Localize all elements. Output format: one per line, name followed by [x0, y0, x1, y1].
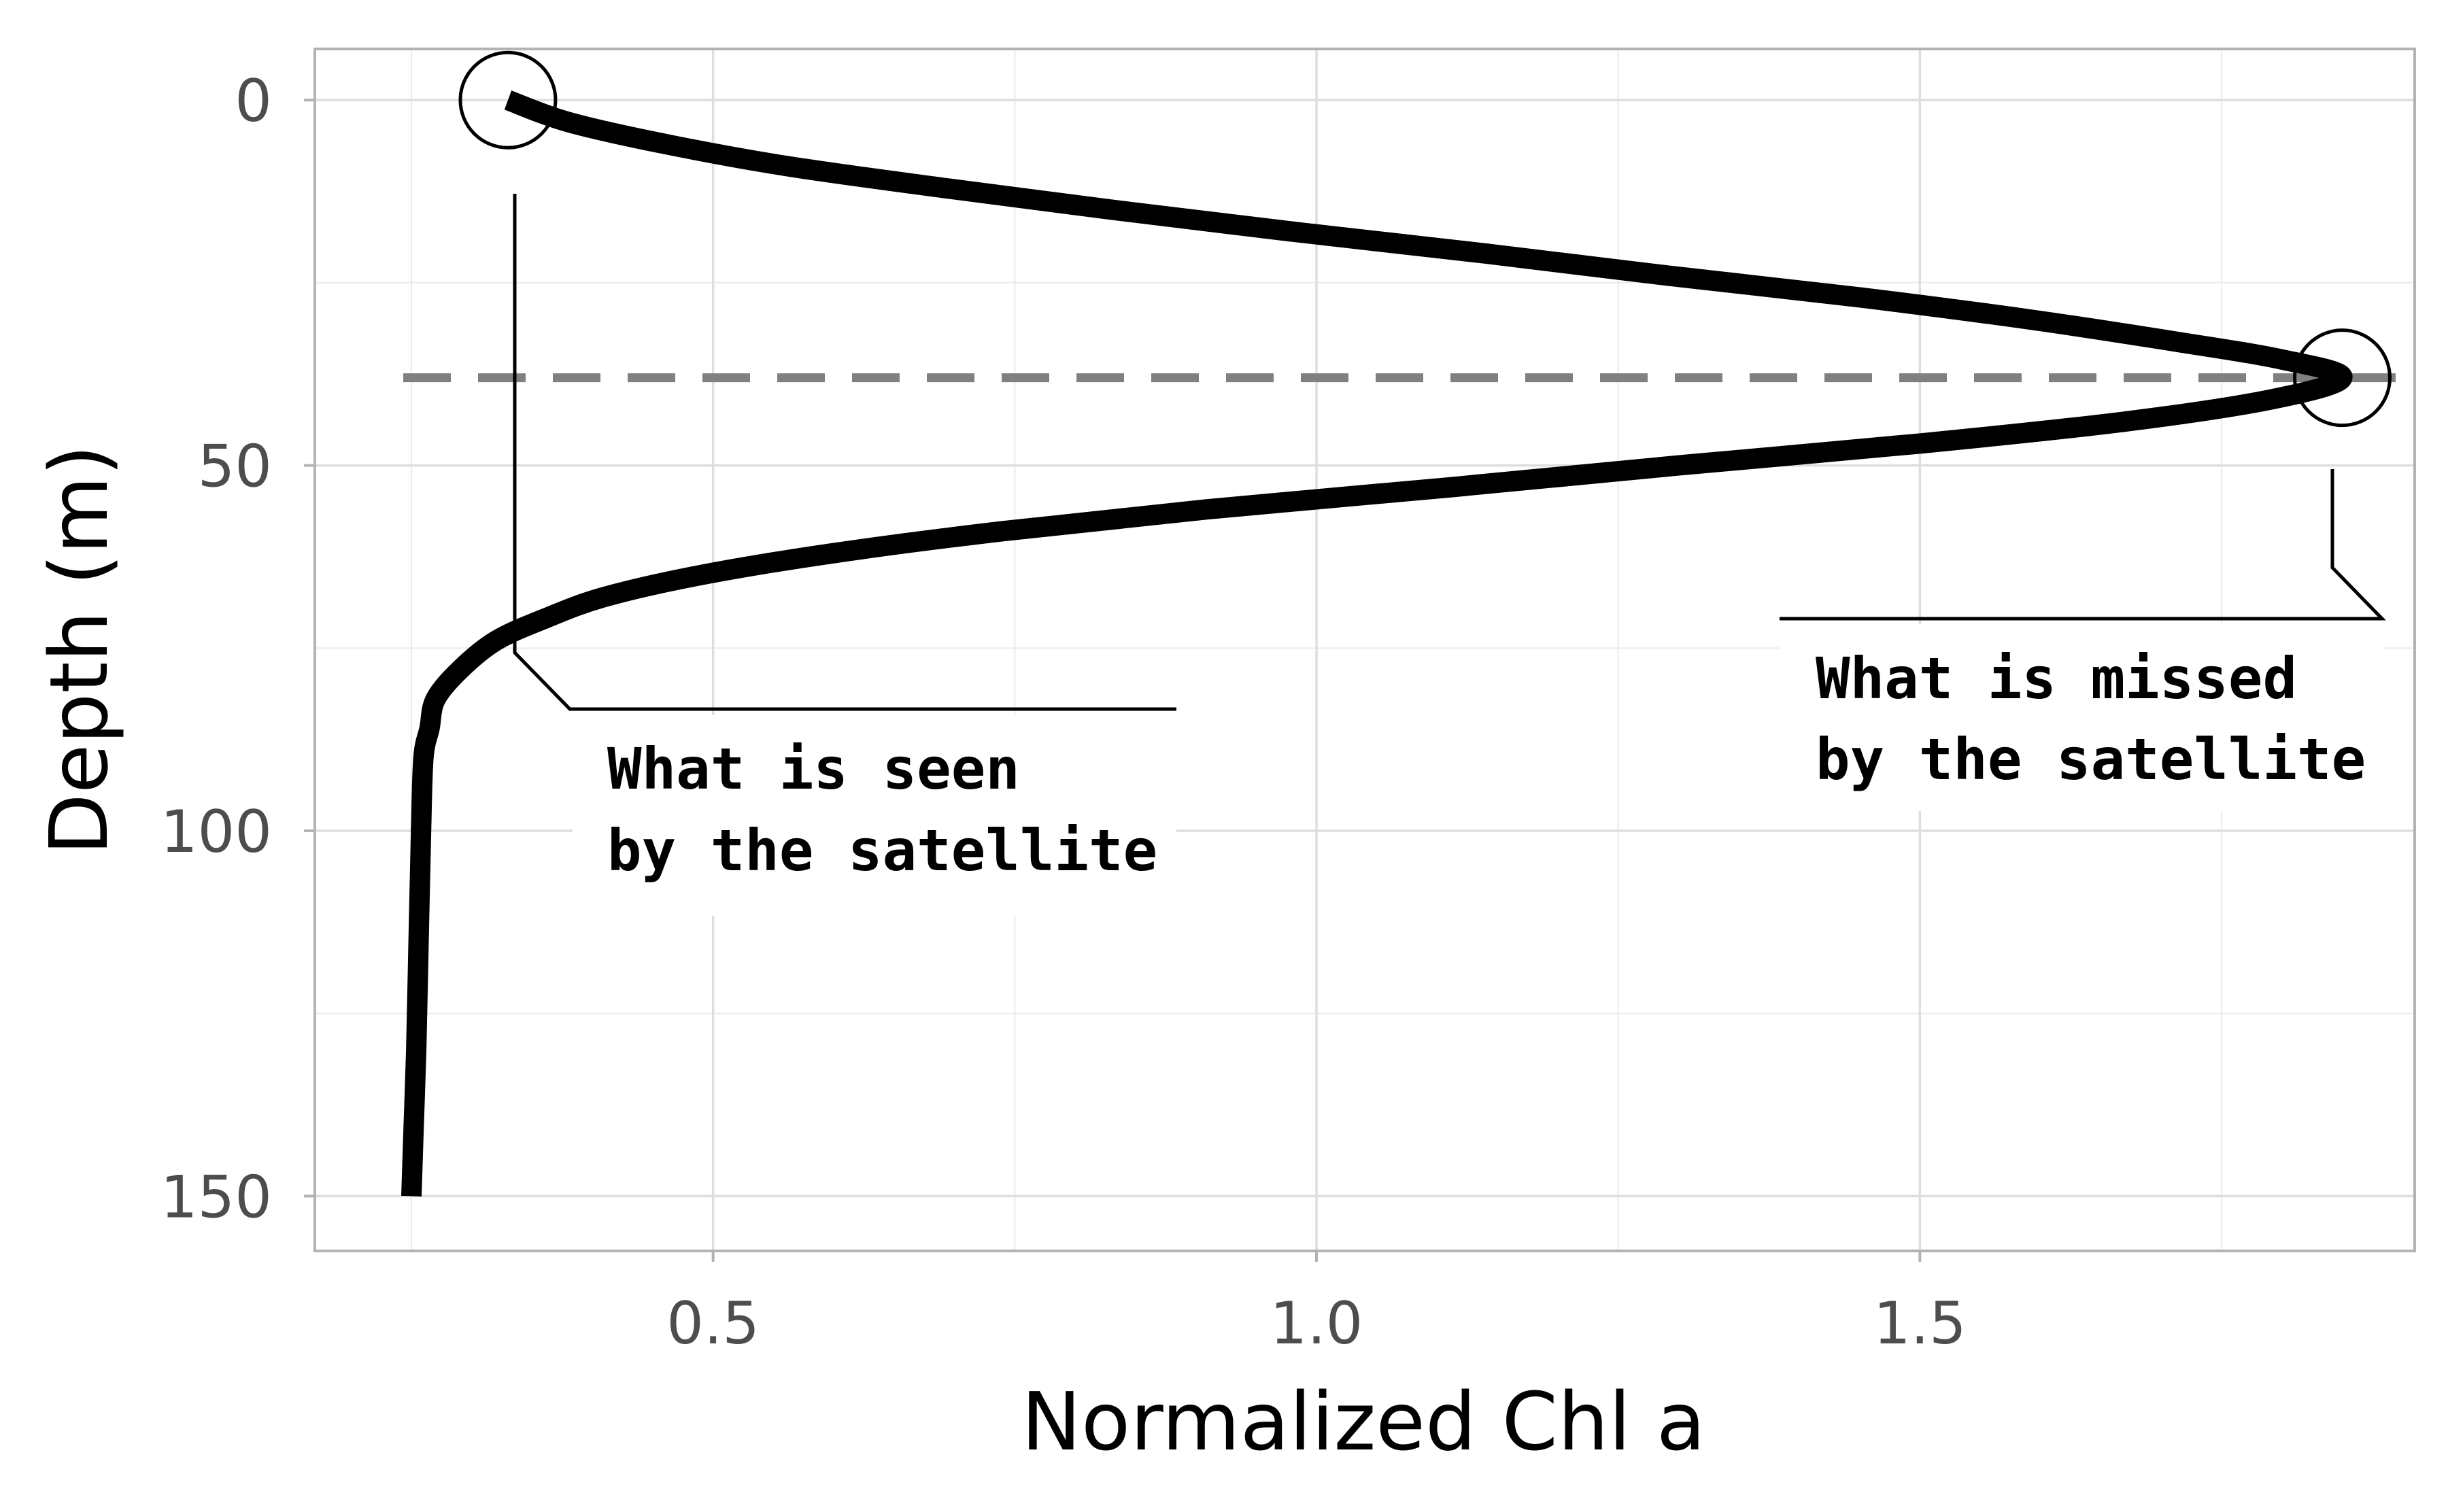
annotation-circle-peak [2293, 328, 2392, 428]
y-tick-label: 100 [160, 798, 272, 866]
x-tick-labels: 0.5 1.0 1.5 [666, 1251, 1967, 1358]
y-tick-label: 0 [235, 67, 272, 135]
y-tick-label: 50 [198, 433, 272, 501]
chl-profile-line [401, 90, 2353, 1197]
annotation-box-seen [573, 715, 1176, 916]
annotation-seen-line2: by the satellite [607, 817, 1157, 884]
x-tick-label: 0.5 [666, 1290, 760, 1358]
annotation-missed-line2: by the satellite [1816, 726, 2366, 793]
plot-panel-border [313, 48, 2416, 1252]
annotation-seen-line1: What is seen [607, 736, 1020, 802]
annotation-leader-seen [513, 194, 1176, 711]
x-tick-label: 1.5 [1873, 1290, 1967, 1358]
y-axis-title: Depth (m) [32, 445, 126, 855]
annotation-box-missed [1780, 624, 2383, 811]
y-tick-labels: 0 50 100 150 [160, 67, 315, 1231]
x-tick-label: 1.0 [1270, 1290, 1363, 1358]
annotation-layer: What is seen by the satellite What is miss… [458, 50, 2392, 916]
annotation-missed-line1: What is missed [1816, 645, 2297, 712]
series-layer [401, 90, 2353, 1197]
x-axis-title: Normalized Chl a [1021, 1375, 1705, 1468]
y-tick-label: 150 [160, 1163, 272, 1231]
annotation-circle-surface [458, 50, 558, 150]
annotation-leader-missed [1780, 469, 2386, 621]
